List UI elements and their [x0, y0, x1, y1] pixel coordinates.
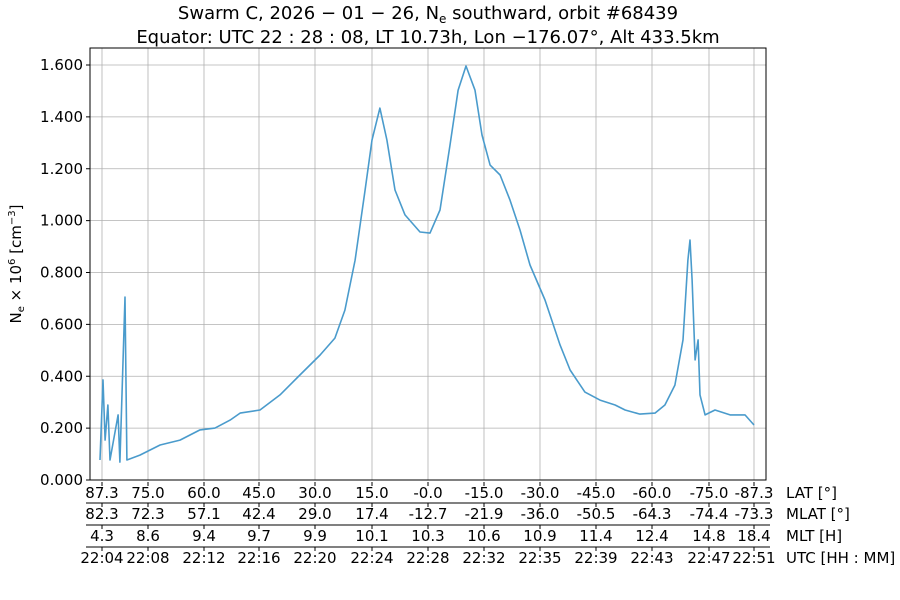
plot-frame [89, 47, 767, 481]
x-tick-label: 72.3 [131, 505, 164, 523]
y-tick-label: 1.400 [40, 108, 83, 126]
x-tick-label: 22:08 [126, 549, 169, 567]
y-tick-label: 1.000 [40, 212, 83, 230]
x-tick-label: -73.3 [735, 505, 774, 523]
x-tick-label: 82.3 [85, 505, 118, 523]
x-tick-label: 42.4 [242, 505, 275, 523]
y-tick-label: 0.200 [40, 419, 83, 437]
x-axis-row-label: UTC [HH : MM] [786, 549, 895, 567]
y-tick-label: 1.200 [40, 160, 83, 178]
x-axis-rows: 87.3 75.0 60.0 45.0 30.0 15.0 -0.0 -15.0 -30.0 -4… [80, 482, 895, 567]
x-tick-label: 22:35 [518, 549, 561, 567]
x-tick-label: 57.1 [187, 505, 220, 523]
x-tick-label: 10.6 [467, 527, 500, 545]
x-tick-label: 45.0 [242, 484, 275, 502]
x-tick-label: 87.3 [85, 484, 118, 502]
y-tick-label: 0.800 [40, 264, 83, 282]
x-tick-label: 75.0 [131, 484, 164, 502]
x-tick-label: 11.4 [579, 527, 612, 545]
x-tick-label: 4.3 [90, 527, 114, 545]
x-tick-label: 22:51 [732, 549, 775, 567]
x-tick-label: 22:12 [182, 549, 225, 567]
x-tick-label: -60.0 [633, 484, 672, 502]
x-tick-label: 22:39 [574, 549, 617, 567]
grid [90, 48, 766, 481]
x-tick-label: 17.4 [355, 505, 388, 523]
x-tick-label: 18.4 [737, 527, 770, 545]
y-tick-label: 0.400 [40, 367, 83, 385]
x-tick-label: 22:32 [462, 549, 505, 567]
x-axis-row-label: LAT [°] [786, 484, 837, 502]
chart-title-line2: Equator: UTC 22 : 28 : 08, LT 10.73h, Lo… [136, 27, 719, 48]
x-tick-label: -15.0 [465, 484, 504, 502]
y-tick-label: 0.000 [40, 471, 83, 489]
x-tick-label: -21.9 [465, 505, 504, 523]
x-tick-label: 9.7 [247, 527, 271, 545]
y-tick-label: 1.600 [40, 56, 83, 74]
y-tick-label: 0.600 [40, 315, 83, 333]
x-tick-label: 22:43 [630, 549, 673, 567]
x-axis-row-label: MLAT [°] [786, 505, 850, 523]
x-tick-label: 10.3 [411, 527, 444, 545]
y-axis: 0.000 0.200 0.400 0.600 0.800 1.000 1.200 1.400… [40, 56, 90, 489]
x-axis-row-label: MLT [H] [786, 527, 842, 545]
ne-series-line [99, 65, 755, 463]
x-tick-label: 10.9 [523, 527, 556, 545]
x-tick-label: -50.5 [577, 505, 616, 523]
x-tick-label: -64.3 [633, 505, 672, 523]
x-tick-label: 14.8 [692, 527, 725, 545]
x-tick-label: 22:20 [293, 549, 336, 567]
x-tick-label: 29.0 [298, 505, 331, 523]
x-tick-label: 30.0 [298, 484, 331, 502]
y-axis-label: Ne × 106 [cm−3] [7, 204, 27, 323]
x-tick-label: -45.0 [577, 484, 616, 502]
x-tick-label: -0.0 [413, 484, 442, 502]
x-tick-label: -36.0 [521, 505, 560, 523]
x-tick-label: 15.0 [355, 484, 388, 502]
x-tick-label: 22:24 [350, 549, 393, 567]
x-tick-label: -12.7 [409, 505, 448, 523]
x-tick-label: 22:16 [237, 549, 280, 567]
x-tick-label: 12.4 [635, 527, 668, 545]
x-tick-label: 22:28 [406, 549, 449, 567]
x-tick-label: 8.6 [136, 527, 160, 545]
x-tick-label: -30.0 [521, 484, 560, 502]
x-tick-label: 9.4 [192, 527, 216, 545]
x-tick-label: 22:47 [687, 549, 730, 567]
x-tick-label: 9.9 [303, 527, 327, 545]
x-tick-label: -75.0 [690, 484, 729, 502]
x-tick-label: 22:04 [80, 549, 123, 567]
x-tick-label: 10.1 [355, 527, 388, 545]
x-tick-label: -87.3 [735, 484, 774, 502]
x-tick-label: -74.4 [690, 505, 729, 523]
x-tick-label: 60.0 [187, 484, 220, 502]
chart-title-line1: Swarm C, 2026 − 01 − 26, Ne southward, o… [178, 3, 678, 26]
